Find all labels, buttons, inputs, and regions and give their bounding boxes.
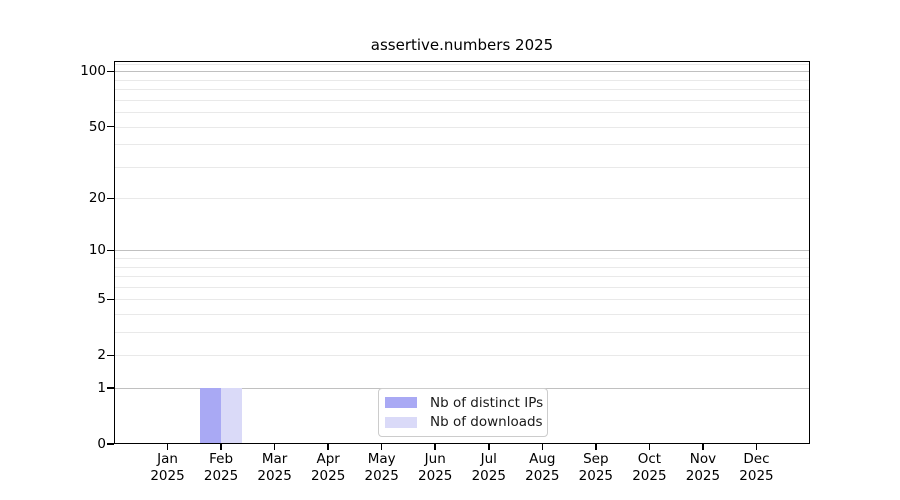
- bar-distinct-ips: [200, 388, 222, 444]
- y-tick-mark: [107, 354, 114, 357]
- x-tick-year: 2025: [632, 468, 667, 484]
- x-tick-mark: [327, 444, 329, 450]
- x-tick-label: Jan 2025: [128, 451, 208, 485]
- y-gridline-minor: [114, 355, 810, 357]
- x-tick-mark: [541, 444, 544, 450]
- x-tick-mark: [595, 444, 597, 450]
- y-tick-label: 10: [88, 242, 106, 259]
- y-tick-label: 1: [97, 380, 106, 397]
- y-gridline-minor: [114, 144, 810, 146]
- x-tick-year: 2025: [150, 468, 185, 484]
- x-tick-year: 2025: [418, 468, 453, 484]
- y-tick-mark: [107, 125, 114, 128]
- x-tick-mark: [702, 444, 704, 450]
- x-tick-label: May 2025: [342, 451, 422, 485]
- y-tick-label: 5: [97, 291, 106, 308]
- plot-area: [114, 61, 810, 444]
- x-tick-year: 2025: [310, 468, 346, 484]
- y-gridline-minor: [114, 266, 810, 268]
- chart-title: assertive.numbers 2025: [370, 36, 554, 54]
- x-tick-label: Jun 2025: [395, 451, 475, 485]
- x-tick-mark: [648, 444, 651, 450]
- legend-label-downloads: Nb of downloads: [430, 414, 543, 431]
- y-gridline-minor: [114, 166, 810, 168]
- y-gridline-minor: [114, 198, 810, 200]
- y-tick-label: 50: [88, 118, 106, 135]
- x-tick-year: 2025: [739, 468, 774, 484]
- x-tick-month: Nov: [689, 451, 717, 467]
- x-tick-month: Jul: [480, 451, 497, 467]
- y-tick-mark: [107, 443, 114, 445]
- y-gridline-minor: [114, 112, 810, 114]
- x-tick-mark: [755, 444, 758, 450]
- y-tick-label: 20: [88, 190, 106, 207]
- x-tick-label: Sep 2025: [556, 451, 636, 485]
- legend-swatch-distinct-ips-icon: [385, 397, 417, 409]
- x-tick-label: Oct 2025: [609, 451, 689, 485]
- x-tick-label: Aug 2025: [502, 451, 582, 485]
- x-tick-month: Sep: [583, 451, 609, 467]
- y-gridline-minor: [114, 286, 810, 288]
- x-tick-year: 2025: [257, 468, 292, 484]
- x-tick-label: Nov 2025: [663, 451, 743, 485]
- legend-item-downloads: Nb of downloads: [385, 414, 543, 430]
- legend: Nb of distinct IPs Nb of downloads: [378, 388, 548, 437]
- x-tick-label: Jul 2025: [449, 451, 529, 485]
- x-tick-month: Apr: [316, 451, 340, 467]
- y-gridline-minor: [114, 276, 810, 278]
- y-gridline-major: [114, 250, 810, 252]
- y-gridline-minor: [114, 314, 810, 316]
- y-gridline-minor: [114, 79, 810, 81]
- y-tick-label: 2: [97, 347, 106, 364]
- x-tick-label: Dec 2025: [716, 451, 796, 485]
- x-tick-month: Mar: [261, 451, 288, 467]
- y-tick-label: 0: [97, 436, 106, 452]
- x-tick-month: May: [367, 451, 396, 467]
- x-tick-year: 2025: [471, 468, 506, 484]
- y-tick-mark: [107, 197, 114, 199]
- y-gridline-minor: [114, 126, 810, 128]
- x-tick-month: Aug: [529, 451, 556, 467]
- x-tick-year: 2025: [203, 468, 239, 484]
- y-tick-mark: [107, 70, 114, 73]
- y-tick-label: 100: [80, 63, 106, 80]
- y-gridline-major: [114, 71, 810, 73]
- x-tick-mark: [166, 444, 169, 450]
- x-tick-month: Jun: [424, 451, 446, 467]
- x-tick-mark: [488, 444, 490, 450]
- x-tick-label: Mar 2025: [235, 451, 315, 485]
- legend-label-distinct-ips: Nb of distinct IPs: [430, 394, 544, 411]
- y-gridline-minor: [114, 332, 810, 334]
- y-gridline-minor: [114, 63, 810, 65]
- legend-item-distinct-ips: Nb of distinct IPs: [385, 395, 543, 411]
- x-tick-mark: [380, 444, 383, 450]
- x-tick-label: Feb 2025: [181, 451, 261, 485]
- x-tick-mark: [273, 444, 276, 450]
- y-tick-mark: [107, 298, 114, 301]
- x-tick-year: 2025: [525, 468, 560, 484]
- x-tick-year: 2025: [578, 468, 614, 484]
- x-tick-month: Feb: [209, 451, 234, 467]
- x-tick-mark: [220, 444, 222, 450]
- legend-swatch-downloads-icon: [385, 416, 417, 428]
- y-tick-mark: [107, 387, 114, 389]
- x-tick-month: Jan: [157, 451, 178, 467]
- x-tick-year: 2025: [364, 468, 399, 484]
- y-tick-mark: [107, 249, 114, 252]
- y-gridline-minor: [114, 89, 810, 91]
- x-tick-label: Apr 2025: [288, 451, 368, 485]
- x-tick-mark: [434, 444, 436, 450]
- y-gridline-minor: [114, 258, 810, 260]
- y-gridline-minor: [114, 99, 810, 101]
- y-gridline-minor: [114, 299, 810, 301]
- x-tick-year: 2025: [685, 468, 721, 484]
- x-tick-month: Dec: [743, 451, 770, 467]
- x-tick-month: Oct: [637, 451, 662, 467]
- bar-downloads: [221, 388, 243, 444]
